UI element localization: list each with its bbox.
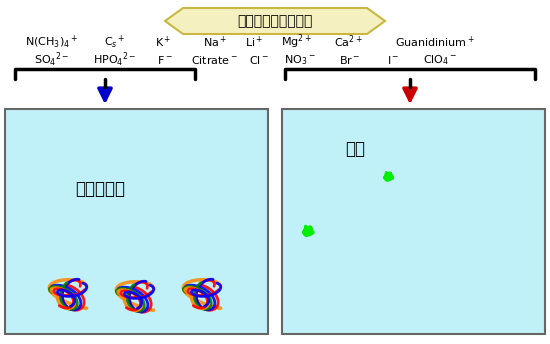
FancyBboxPatch shape bbox=[282, 109, 545, 334]
Text: 析出・沈殺: 析出・沈殺 bbox=[75, 180, 125, 198]
FancyBboxPatch shape bbox=[5, 109, 268, 334]
Text: Guanidinium$^+$: Guanidinium$^+$ bbox=[395, 34, 475, 50]
Text: F$^-$: F$^-$ bbox=[157, 54, 173, 66]
Text: Mg$^{2+}$: Mg$^{2+}$ bbox=[280, 33, 311, 51]
Text: N(CH$_3$)$_4$$^+$: N(CH$_3$)$_4$$^+$ bbox=[25, 34, 79, 51]
Text: Na$^+$: Na$^+$ bbox=[203, 34, 227, 50]
Text: ホフマイスター系列: ホフマイスター系列 bbox=[237, 14, 313, 28]
Text: ClO$_4$$^-$: ClO$_4$$^-$ bbox=[423, 53, 457, 67]
Text: Li$^+$: Li$^+$ bbox=[245, 34, 263, 50]
Text: I$^-$: I$^-$ bbox=[387, 54, 399, 66]
Text: HPO$_4$$^{2-}$: HPO$_4$$^{2-}$ bbox=[94, 51, 137, 69]
Text: C$_s$$^+$: C$_s$$^+$ bbox=[104, 33, 126, 51]
Text: Br$^-$: Br$^-$ bbox=[339, 54, 361, 66]
Text: Ca$^{2+}$: Ca$^{2+}$ bbox=[334, 34, 362, 50]
Text: Citrate$^-$: Citrate$^-$ bbox=[191, 54, 239, 66]
Text: K$^+$: K$^+$ bbox=[155, 34, 171, 50]
Polygon shape bbox=[165, 8, 385, 34]
Text: SO$_4$$^{2-}$: SO$_4$$^{2-}$ bbox=[34, 51, 70, 69]
Text: Cl$^-$: Cl$^-$ bbox=[249, 54, 269, 66]
Text: 湶解: 湶解 bbox=[345, 140, 365, 158]
Text: NO$_3$$^-$: NO$_3$$^-$ bbox=[284, 53, 316, 67]
